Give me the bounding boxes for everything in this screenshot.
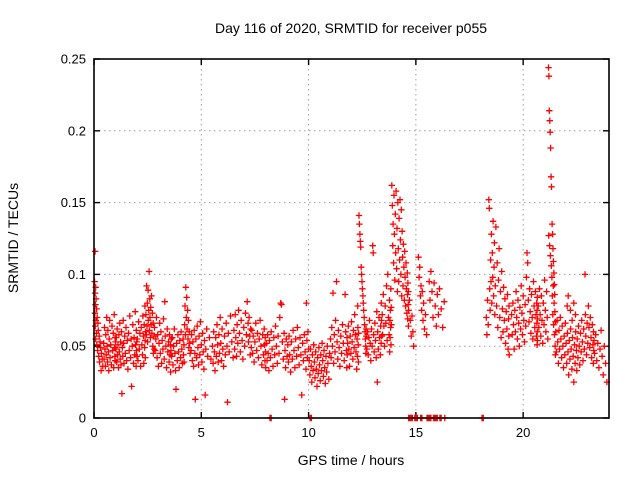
chart-title: Day 116 of 2020, SRMTID for receiver p05…: [215, 20, 487, 36]
plot-border: [93, 58, 610, 419]
axis-ticks: [93, 58, 609, 419]
x-tick-label: 5: [198, 425, 205, 440]
grid-lines: [94, 59, 609, 418]
data-points-series: [91, 64, 611, 422]
y-tick-label: 0.25: [61, 52, 86, 67]
y-tick-label: 0.15: [61, 195, 86, 210]
y-tick-label: 0.1: [68, 267, 86, 282]
x-tick-label: 10: [301, 425, 315, 440]
y-tick-label: 0.2: [68, 123, 86, 138]
x-axis-label: GPS time / hours: [298, 452, 405, 468]
scatter-plus-markers: [91, 64, 611, 422]
x-tick-label: 0: [90, 425, 97, 440]
x-tick-label: 15: [409, 425, 423, 440]
y-axis-label: SRMTID / TECUs: [5, 183, 21, 293]
x-tick-label: 20: [516, 425, 530, 440]
y-tick-label: 0.05: [61, 339, 86, 354]
tick-labels: 0 5 10 15 20 0 0.05 0.1 0.15 0.2 0.25: [61, 52, 531, 441]
y-tick-label: 0: [79, 411, 86, 426]
